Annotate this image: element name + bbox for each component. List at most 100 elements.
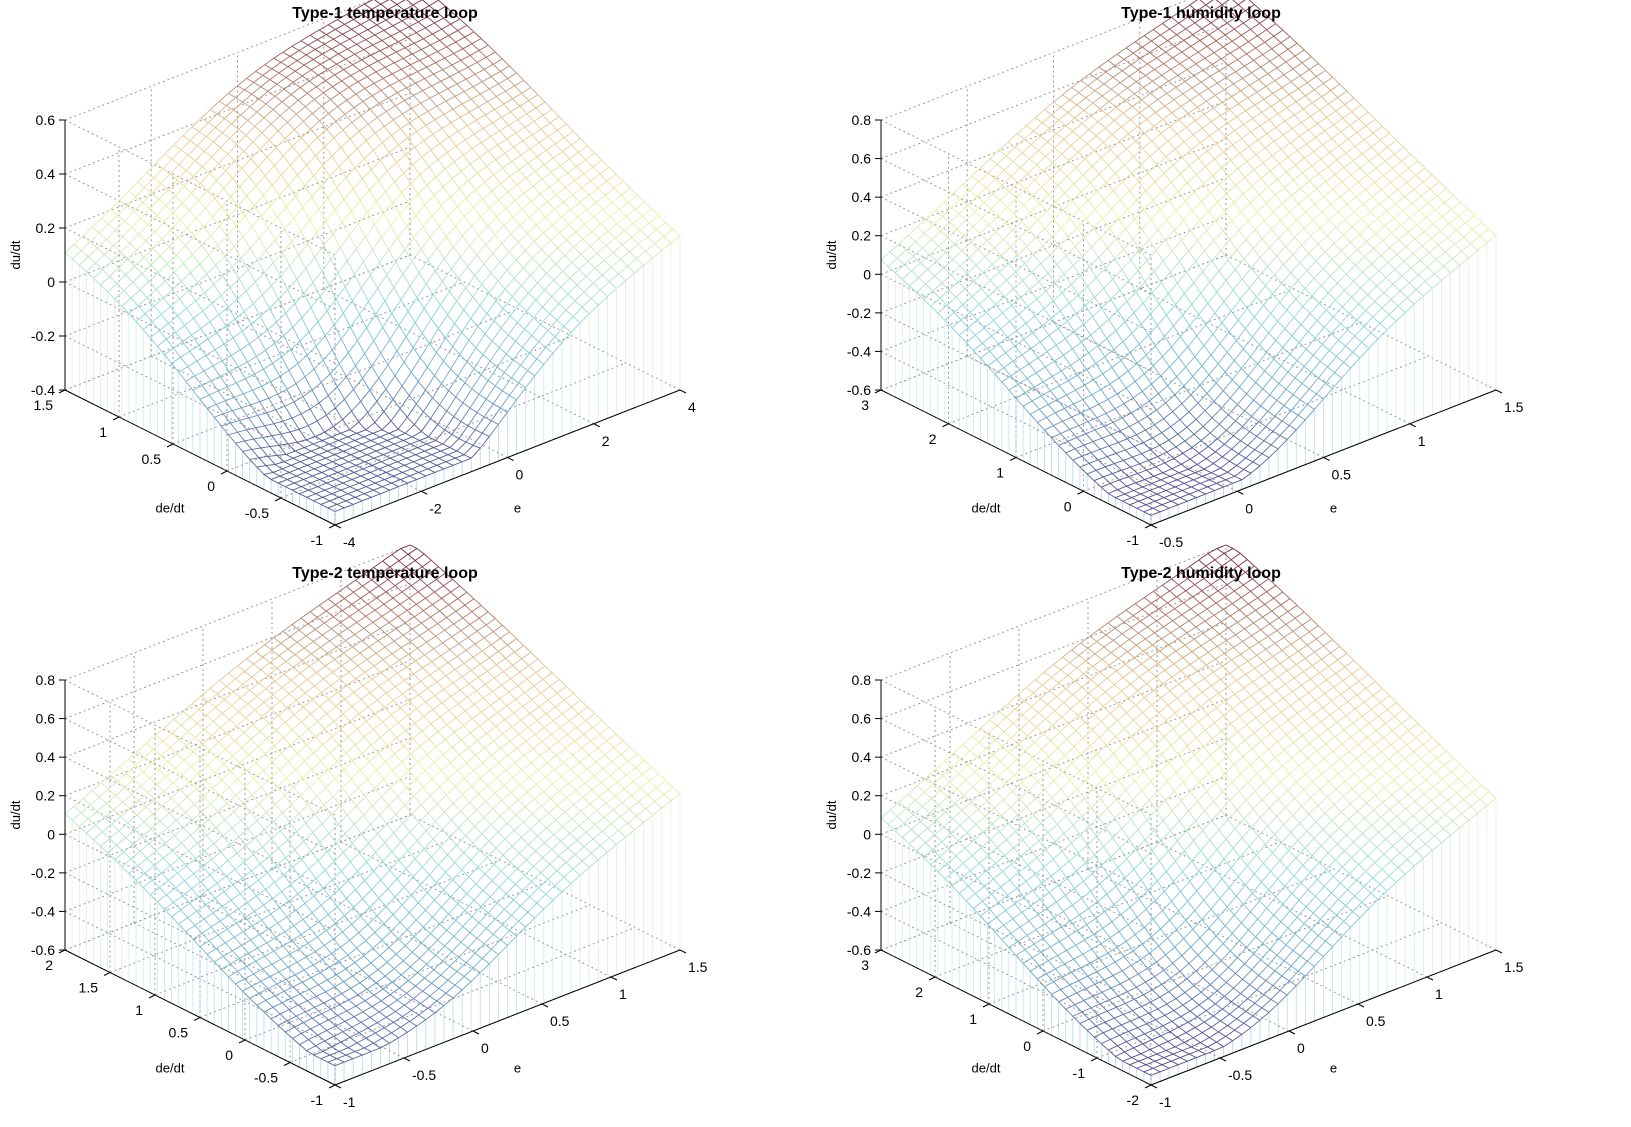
mesh-line — [280, 433, 289, 445]
mesh-line — [633, 215, 643, 224]
mesh-line — [342, 33, 350, 40]
mesh-line — [278, 66, 289, 74]
mesh-line — [456, 83, 465, 92]
mesh-line — [1292, 254, 1301, 264]
mesh-line — [346, 464, 357, 470]
mesh-line — [456, 441, 467, 452]
mesh-line — [1231, 448, 1239, 455]
mesh-line — [1185, 366, 1194, 377]
mesh-line — [183, 176, 194, 187]
mesh-line — [1114, 65, 1123, 72]
mesh-line — [1194, 22, 1203, 30]
mesh-line — [1215, 451, 1223, 458]
mesh-line — [521, 200, 532, 210]
mesh-line — [279, 376, 288, 390]
mesh-line — [545, 209, 555, 218]
mesh-line — [1165, 490, 1174, 495]
mesh-line — [424, 195, 435, 206]
mesh-line — [1258, 79, 1267, 87]
mesh-line — [378, 170, 388, 181]
mesh-line — [1143, 209, 1152, 220]
mesh-line — [1153, 475, 1162, 481]
mesh-line — [330, 468, 338, 473]
mesh-line — [1380, 255, 1389, 263]
mesh-line — [1486, 235, 1497, 244]
mesh-line — [178, 154, 189, 165]
mesh-line — [426, 352, 437, 368]
mesh-line — [318, 395, 329, 404]
mesh-line — [389, 325, 400, 340]
mesh-line — [294, 129, 302, 138]
mesh-line — [1109, 228, 1118, 239]
mesh-line — [1298, 342, 1307, 350]
mesh-line — [374, 213, 384, 226]
mesh-line — [370, 169, 379, 181]
mesh-line — [1207, 438, 1218, 447]
mesh-line — [1169, 28, 1177, 36]
mesh-line — [373, 457, 382, 463]
mesh-line — [1100, 237, 1108, 249]
mesh-line — [471, 216, 481, 227]
mesh-line — [276, 217, 285, 230]
mesh-line — [437, 51, 446, 59]
mesh-line — [1202, 426, 1211, 434]
mesh-line — [470, 163, 478, 174]
mesh-line — [299, 493, 307, 498]
mesh-line — [1151, 383, 1159, 395]
mesh-line — [331, 493, 340, 498]
mesh-line — [430, 149, 439, 160]
mesh-line — [1333, 306, 1343, 318]
mesh-line — [185, 245, 193, 255]
mesh-line — [311, 447, 321, 452]
mesh-line — [386, 274, 395, 288]
mesh-line — [290, 155, 300, 166]
mesh-line — [467, 425, 476, 431]
mesh-line — [225, 318, 236, 327]
mesh-line — [1297, 280, 1306, 289]
mesh-line — [272, 109, 281, 116]
mesh-line — [287, 479, 295, 484]
mesh-line — [1039, 341, 1048, 352]
mesh-line — [387, 9, 396, 16]
mesh-line — [1052, 300, 1061, 312]
mesh-line — [1412, 253, 1421, 261]
mesh-line — [506, 259, 517, 271]
mesh-line — [182, 334, 192, 343]
mesh-line — [1143, 87, 1151, 94]
mesh-line — [273, 252, 283, 264]
mesh-line — [575, 223, 586, 233]
mesh-line — [1189, 458, 1198, 465]
mesh-line — [1128, 280, 1137, 293]
mesh-line — [408, 75, 416, 84]
mesh-line — [196, 360, 205, 372]
mesh-line — [1384, 225, 1393, 234]
mesh-line — [1234, 130, 1243, 139]
mesh-line — [1056, 133, 1065, 140]
mesh-line — [437, 410, 448, 425]
mesh-line — [601, 266, 612, 276]
mesh-line — [411, 464, 421, 470]
mesh-line — [1203, 16, 1212, 24]
mesh-line — [1101, 307, 1110, 320]
mesh-line — [375, 71, 384, 79]
mesh-line — [389, 85, 398, 94]
mesh-line — [393, 119, 401, 129]
mesh-line — [1087, 85, 1096, 92]
mesh-line — [1021, 354, 1030, 365]
mesh-line — [1276, 399, 1285, 406]
mesh-line — [170, 229, 179, 238]
mesh-line — [1401, 267, 1412, 277]
mesh-line — [1232, 479, 1242, 484]
mesh-line — [1012, 161, 1021, 168]
mesh-line — [1218, 471, 1228, 477]
mesh-line — [133, 202, 144, 213]
mesh-line — [1103, 425, 1112, 435]
mesh-line — [1250, 267, 1259, 278]
mesh-line — [366, 327, 375, 341]
mesh-line — [337, 272, 346, 288]
mesh-line — [384, 479, 392, 484]
mesh-line — [515, 328, 525, 342]
mesh-line — [1314, 326, 1325, 339]
mesh-line — [1149, 314, 1158, 326]
mesh-line — [554, 209, 562, 218]
